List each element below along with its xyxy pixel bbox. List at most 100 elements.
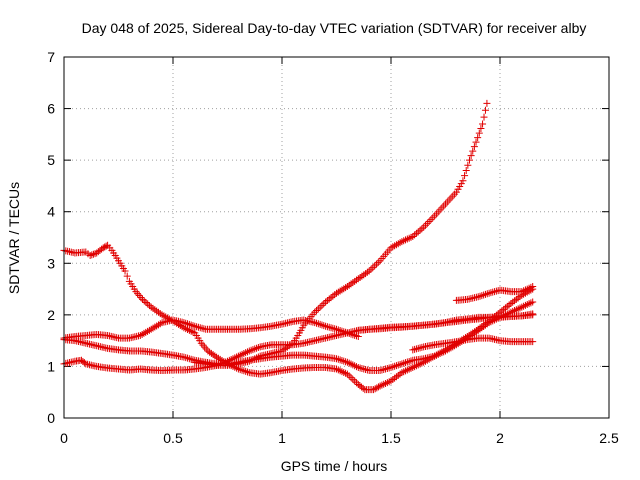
data-point (147, 303, 155, 311)
data-point (456, 182, 464, 190)
data-point (233, 353, 241, 361)
data-point (360, 365, 368, 373)
data-point (414, 228, 422, 236)
data-point (518, 303, 526, 311)
data-point (358, 272, 366, 280)
data-point (518, 288, 526, 296)
data-point (86, 252, 94, 260)
data-point (374, 258, 382, 266)
data-point (234, 352, 242, 360)
data-point (320, 300, 328, 308)
data-point (407, 357, 415, 365)
data-point (245, 357, 253, 365)
data-point (378, 366, 386, 374)
data-point (400, 237, 408, 245)
data-point (202, 345, 210, 353)
data-point (376, 382, 384, 390)
data-point (245, 347, 253, 355)
data-point (373, 384, 381, 392)
data-point (382, 365, 390, 373)
data-point (323, 323, 331, 331)
data-point (247, 346, 255, 354)
data-point (354, 363, 362, 371)
data-point (340, 357, 348, 365)
data-point (338, 286, 346, 294)
data-point (400, 359, 408, 367)
y-tick-label: 1 (47, 358, 55, 374)
data-point (316, 303, 324, 311)
data-point (145, 302, 153, 310)
data-point (362, 270, 370, 278)
data-point (187, 327, 195, 335)
data-point (385, 364, 393, 372)
data-point (465, 156, 473, 164)
data-point (240, 350, 248, 358)
data-point (242, 349, 250, 357)
chart-title: Day 048 of 2025, Sidereal Day-to-day VTE… (82, 20, 587, 36)
data-point (136, 331, 144, 339)
data-point (387, 377, 395, 385)
data-point (425, 218, 433, 226)
data-point (469, 147, 477, 155)
data-point (487, 289, 495, 297)
data-point (376, 367, 384, 375)
data-point (501, 304, 509, 312)
data-point (280, 346, 288, 354)
data-point (389, 243, 397, 251)
data-point (193, 323, 201, 331)
data-point (185, 326, 193, 334)
data-point (356, 273, 364, 281)
data-point (80, 359, 88, 367)
data-point (242, 367, 250, 375)
data-point (391, 242, 399, 250)
data-point (311, 319, 319, 327)
data-point (476, 325, 484, 333)
data-point (156, 320, 164, 328)
data-point (342, 369, 350, 377)
data-point (412, 345, 420, 353)
data-point (443, 346, 451, 354)
data-point (156, 310, 164, 318)
data-point (470, 143, 478, 151)
data-point (196, 324, 204, 332)
data-point (405, 365, 413, 373)
data-point (520, 287, 528, 295)
data-point (347, 360, 355, 368)
x-tick-label: 1.5 (381, 430, 401, 446)
data-point (144, 300, 152, 308)
data-point (459, 177, 467, 185)
data-point (405, 357, 413, 365)
data-point (529, 338, 537, 346)
data-point (398, 238, 406, 246)
data-point (247, 356, 255, 364)
data-point (371, 385, 379, 393)
data-point (254, 353, 262, 361)
x-tick-label: 1 (278, 430, 286, 446)
data-point (318, 321, 326, 329)
data-point (412, 362, 420, 370)
data-point (472, 138, 480, 146)
data-point (481, 321, 489, 329)
data-point (191, 322, 199, 330)
data-point (199, 341, 207, 349)
data-point (338, 356, 346, 364)
data-point (240, 367, 248, 375)
data-point (467, 152, 475, 160)
x-tick-label: 0 (60, 430, 68, 446)
data-point (434, 350, 442, 358)
data-point (151, 306, 159, 314)
data-point (481, 106, 489, 114)
data-point (342, 358, 350, 366)
data-point (427, 216, 435, 224)
data-point (243, 368, 251, 376)
data-point (429, 214, 437, 222)
data-point (356, 364, 364, 372)
data-point (507, 300, 515, 308)
series-track-6 (354, 311, 537, 334)
y-tick-label: 5 (47, 152, 55, 168)
data-point (529, 282, 537, 290)
data-point (325, 295, 333, 303)
data-point (516, 304, 524, 312)
data-point (529, 311, 537, 319)
data-point (334, 355, 342, 363)
